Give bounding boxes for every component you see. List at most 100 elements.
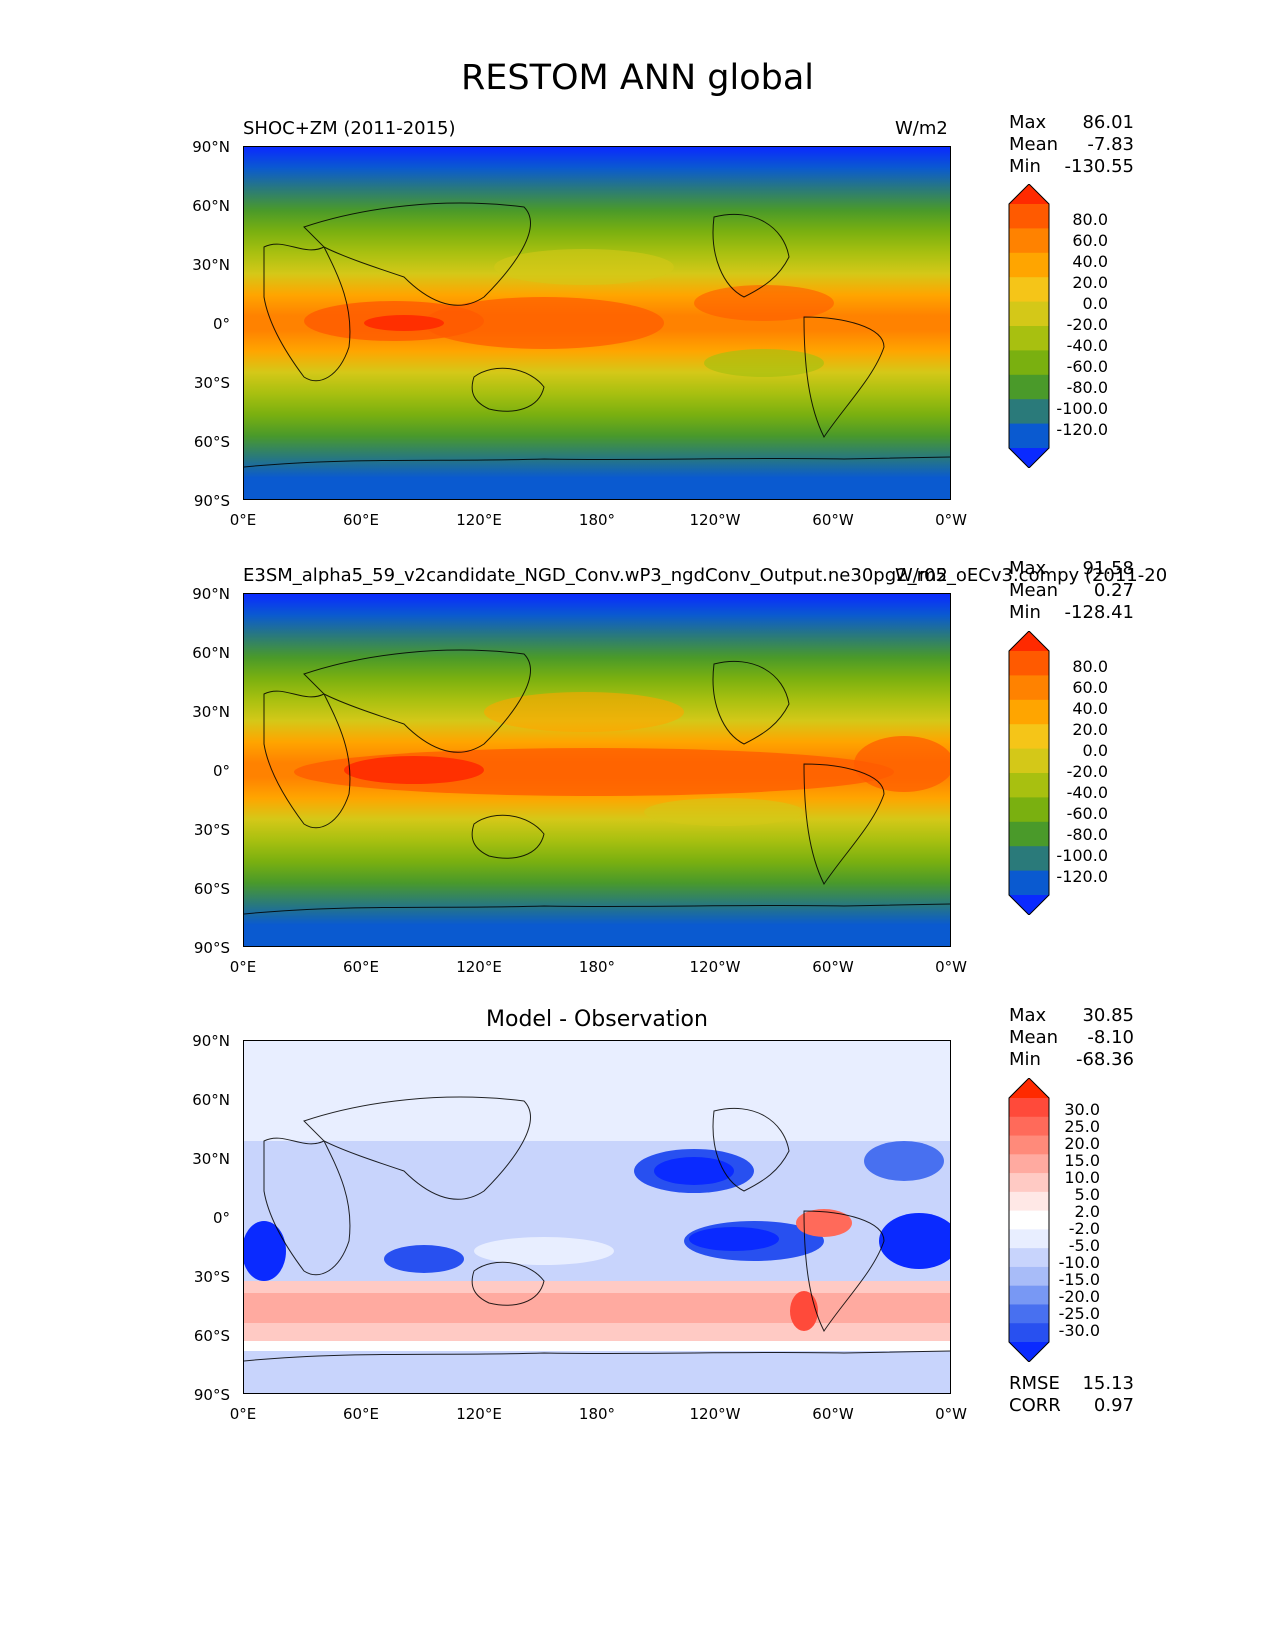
colorbar-segment: [1009, 1229, 1049, 1249]
colorbar-label: -100.0: [1056, 846, 1108, 865]
colorbar-segment: [1009, 423, 1049, 449]
panel2-ytick: 0°: [212, 762, 230, 780]
panel3-xtick: 60°W: [812, 1405, 854, 1423]
colorbar-extend-max: [1009, 631, 1049, 651]
panel3-metrics: RMSE 15.13 CORR 0.97: [1009, 1373, 1134, 1417]
stat-value: -8.10: [1087, 1027, 1134, 1048]
colorbar-segment: [1009, 651, 1049, 676]
colorbar-segment: [1009, 870, 1049, 896]
stat-label: Min: [1009, 1049, 1041, 1070]
colorbar-segment: [1009, 1135, 1049, 1155]
metric-value: 0.97: [1093, 1395, 1134, 1416]
panel1-units: W/m2: [895, 118, 948, 139]
stat-value: -7.83: [1087, 134, 1134, 155]
colorbar-label: 10.0: [1064, 1168, 1100, 1187]
colorbar-segment: [1009, 277, 1049, 303]
colorbar-label: -80.0: [1066, 378, 1108, 397]
colorbar-label: 25.0: [1064, 1117, 1100, 1136]
panel2-ytick: 90°S: [193, 939, 230, 957]
colorbar-label: 20.0: [1072, 273, 1108, 292]
stat-label: Min: [1009, 602, 1041, 623]
colorbar-segment: [1009, 301, 1049, 327]
colorbar-segment: [1009, 748, 1049, 774]
colorbar-outline: [1008, 631, 1050, 915]
panel3-map: [243, 1040, 951, 1394]
panel2-left-title: E3SM_alpha5_59_v2candidate_NGD_Conv.wP3_…: [243, 565, 1168, 586]
panel3-colorbar: [1008, 1078, 1050, 1362]
colorbar-segment: [1009, 1304, 1049, 1324]
colorbar-label: -40.0: [1066, 336, 1108, 355]
stat-label: Max: [1009, 112, 1047, 133]
colorbar-label: 80.0: [1072, 657, 1108, 676]
metric-label: RMSE: [1009, 1373, 1060, 1394]
colorbar-label: -20.0: [1066, 762, 1108, 781]
colorbar-label: 80.0: [1072, 210, 1108, 229]
colorbar-label: 0.0: [1082, 294, 1108, 313]
panel1-xtick: 60°W: [812, 511, 854, 529]
panel1-xtick: 120°E: [456, 511, 502, 529]
colorbar-segment: [1009, 846, 1049, 872]
stat-label: Mean: [1009, 580, 1059, 601]
panel1-stats: Max 86.01 Mean -7.83 Min -130.55: [1009, 112, 1134, 178]
panel3-ytick: 30°S: [193, 1268, 230, 1286]
stat-value: 30.85: [1082, 1005, 1134, 1026]
colorbar-segment: [1009, 1248, 1049, 1268]
colorbar-label: 30.0: [1064, 1100, 1100, 1119]
figure-title: RESTOM ANN global: [460, 58, 815, 98]
colorbar-extend-max: [1009, 184, 1049, 204]
panel2-xtick: 120°W: [689, 958, 741, 976]
colorbar-label: -2.0: [1068, 1219, 1100, 1238]
colorbar-segment: [1009, 399, 1049, 425]
stat-label: Mean: [1009, 1027, 1059, 1048]
panel1-ytick: 60°S: [193, 433, 230, 451]
colorbar-segment: [1009, 675, 1049, 701]
colorbar-extend-min: [1009, 448, 1049, 468]
panel3-ytick: 0°: [212, 1209, 230, 1227]
colorbar-label: -80.0: [1066, 825, 1108, 844]
colorbar-segment: [1009, 252, 1049, 278]
panel1-ytick: 30°N: [192, 256, 230, 274]
colorbar-segment: [1009, 699, 1049, 725]
panel1-map: [243, 146, 951, 500]
colorbar-label: 2.0: [1074, 1202, 1100, 1221]
colorbar-label: -40.0: [1066, 783, 1108, 802]
colorbar-label: -10.0: [1058, 1253, 1100, 1272]
panel1-ytick: 90°S: [193, 492, 230, 510]
colorbar-segment: [1009, 1266, 1049, 1287]
colorbar-segment: [1009, 1191, 1049, 1212]
colorbar-segment: [1009, 204, 1049, 229]
panel2-xtick: 120°E: [456, 958, 502, 976]
panel2-colorbar: [1008, 631, 1050, 915]
panel2-units: W/m2: [895, 565, 948, 586]
colorbar-segment: [1009, 773, 1049, 798]
colorbar-segment: [1009, 374, 1049, 400]
colorbar-label: -120.0: [1056, 867, 1108, 886]
panel3-ytick: 30°N: [192, 1150, 230, 1168]
panel3-ytick: 60°S: [193, 1327, 230, 1345]
panel2-xtick: 0°W: [935, 958, 967, 976]
panel1-ytick: 90°N: [192, 138, 230, 156]
colorbar-outline: [1008, 184, 1050, 468]
colorbar-segment: [1009, 797, 1049, 823]
panel2-field-svg: [244, 594, 950, 946]
panel2-ytick: 60°S: [193, 880, 230, 898]
stat-value: 91.58: [1082, 558, 1134, 579]
panel2-ytick: 30°N: [192, 703, 230, 721]
panel3-diff-svg: [244, 1041, 950, 1393]
panel1-xtick: 180°: [578, 511, 616, 529]
stat-label: Max: [1009, 558, 1047, 579]
colorbar-segment: [1009, 1210, 1049, 1230]
colorbar-segment: [1009, 1098, 1049, 1118]
colorbar-label: -60.0: [1066, 357, 1108, 376]
colorbar-label: 20.0: [1072, 720, 1108, 739]
colorbar-label: -20.0: [1058, 1287, 1100, 1306]
colorbar-extend-max: [1009, 1078, 1049, 1098]
colorbar-label: -60.0: [1066, 804, 1108, 823]
colorbar-segment: [1009, 1116, 1049, 1137]
panel2-xtick: 60°W: [812, 958, 854, 976]
panel2-map: [243, 593, 951, 947]
colorbar-label: -25.0: [1058, 1304, 1100, 1323]
panel1-ytick: 60°N: [192, 197, 230, 215]
colorbar-extend-min: [1009, 1342, 1049, 1362]
colorbar-label: -120.0: [1056, 420, 1108, 439]
